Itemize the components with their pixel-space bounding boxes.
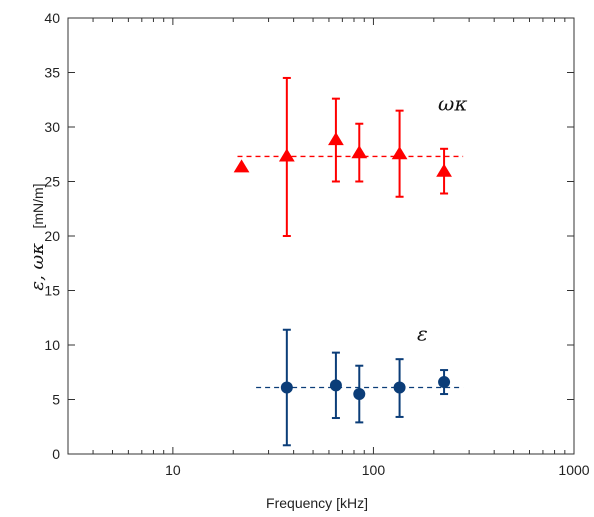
x-tick-label: 10 [165, 462, 181, 478]
x-tick-label: 1000 [558, 462, 589, 478]
y-tick-label: 0 [52, 446, 60, 462]
y-tick-label: 40 [44, 10, 60, 26]
data-point-circle [329, 379, 342, 392]
data-point-circle [353, 388, 366, 401]
series-omega-kappa [233, 76, 464, 237]
data-point-triangle [233, 159, 250, 173]
plot-frame [67, 17, 575, 455]
data-point-triangle [278, 148, 295, 162]
x-tick-label: 100 [362, 462, 386, 478]
data-point-circle [438, 376, 451, 389]
y-tick-label: 15 [44, 283, 60, 299]
y-tick-label: 25 [44, 174, 60, 190]
data-point-circle [393, 381, 406, 394]
svg-text:ε, ωκ [mN/m]: ε, ωκ [mN/m] [27, 183, 48, 290]
plot-frame-group [67, 17, 575, 455]
y-tick-label: 30 [44, 119, 60, 135]
series-group [233, 76, 464, 447]
data-point-triangle [351, 145, 368, 159]
data-point-triangle [328, 132, 344, 146]
annotation-group: ωκ ε [417, 92, 467, 346]
y-tick-label: 5 [52, 392, 60, 408]
y-tick-label: 10 [44, 337, 60, 353]
series-annotation: ωκ [438, 92, 467, 116]
data-point-triangle [436, 163, 452, 177]
y-axis: 0 5 10 15 20 25 30 35 40 [44, 10, 574, 462]
series-epsilon [256, 328, 464, 447]
y-tick-label: 20 [44, 228, 60, 244]
y-tick-label: 35 [44, 65, 60, 81]
series-annotation: ε [417, 322, 428, 346]
y-axis-title-unit: [mN/m] [30, 183, 46, 228]
y-axis-title: ε, ωκ [mN/m] [27, 183, 48, 290]
x-axis-title: Frequency [kHz] [266, 495, 368, 511]
data-point-circle [280, 381, 293, 394]
y-axis-title-symbols: ε, ωκ [27, 243, 48, 291]
x-axis: 10 100 1000 [92, 18, 590, 478]
data-point-triangle [391, 146, 408, 160]
